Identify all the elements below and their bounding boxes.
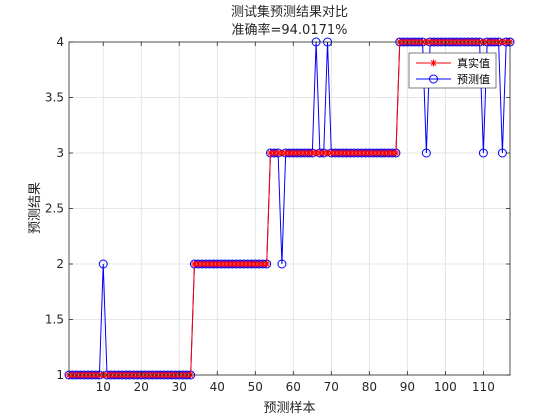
chart-subtitle: 准确率=94.0171% <box>231 22 347 38</box>
x-tick-label: 40 <box>210 380 225 394</box>
data-point-true <box>346 149 354 157</box>
data-point-true <box>255 260 263 268</box>
y-tick-label: 2.5 <box>45 202 64 216</box>
x-tick-label: 70 <box>324 380 339 394</box>
data-point-true <box>316 149 324 157</box>
x-tick-label: 110 <box>472 380 495 394</box>
data-point-true <box>236 260 244 268</box>
data-point-true <box>251 260 259 268</box>
data-point-true <box>305 149 313 157</box>
data-point-true <box>286 149 293 157</box>
y-tick-label: 1 <box>56 368 64 382</box>
data-point-true <box>213 260 221 268</box>
data-point-true <box>362 149 370 157</box>
data-point-pred <box>277 259 287 269</box>
x-tick-label: 20 <box>134 380 149 394</box>
data-point-true <box>343 149 351 157</box>
y-tick-label: 4 <box>56 35 64 49</box>
x-tick-label: 100 <box>434 380 457 394</box>
data-point-true <box>373 149 381 157</box>
x-tick-label: 10 <box>96 380 111 394</box>
data-point-true <box>247 260 255 268</box>
grid <box>69 41 510 376</box>
data-point-true <box>384 149 392 157</box>
data-point-true <box>289 149 297 157</box>
x-axis-label: 预测样本 <box>263 401 315 416</box>
chart-title: 测试集预测结果对比 <box>231 4 348 20</box>
data-point-true <box>354 149 362 157</box>
data-point-pred <box>421 148 431 158</box>
legend-asterisk <box>430 59 437 67</box>
data-point-pred <box>478 148 488 158</box>
data-point-true <box>266 149 274 157</box>
data-point-true <box>198 260 206 268</box>
data-point-true <box>274 149 282 157</box>
data-point-true <box>335 149 343 157</box>
data-point-true <box>392 149 400 157</box>
data-point-true <box>324 149 332 157</box>
x-tick-label: 30 <box>172 380 187 394</box>
data-point-true <box>365 149 373 157</box>
data-point-pred <box>98 259 108 269</box>
data-point-true <box>194 260 202 268</box>
data-point-true <box>331 149 339 157</box>
y-tick-label: 3 <box>56 146 64 160</box>
data-point-true <box>320 149 328 157</box>
data-point-true <box>297 149 305 157</box>
data-point-true <box>225 260 233 268</box>
x-tick-label: 80 <box>362 380 377 394</box>
data-point-true <box>278 149 286 157</box>
x-tick-label: 50 <box>248 380 263 394</box>
data-point-true <box>228 260 236 268</box>
x-tick-label: 60 <box>286 380 301 394</box>
legend-marker-true <box>430 59 437 67</box>
y-axis-label: 预测结果 <box>28 182 43 234</box>
legend-box <box>408 52 497 89</box>
y-tick-label: 3.5 <box>45 91 64 105</box>
data-point-true <box>339 149 347 157</box>
data-point-true <box>350 149 358 157</box>
data-point-true <box>270 149 278 157</box>
legend-label-pred: 预测值 <box>457 73 490 86</box>
data-point-true <box>381 149 389 157</box>
data-point-true <box>377 149 385 157</box>
data-point-true <box>388 149 396 157</box>
legend: 真实值 预测值 <box>408 52 497 89</box>
tick-labels: 10 20 30 40 50 60 70 80 90 100 110 1 1.5 2 2.5 3 3.5 4 <box>45 35 495 394</box>
ticks <box>69 41 510 376</box>
data-point-true <box>244 260 252 268</box>
data-point-true <box>282 149 290 157</box>
data-point-true <box>240 260 248 268</box>
x-tick-label: 90 <box>400 380 415 394</box>
data-point-true <box>232 260 240 268</box>
legend-marker-pred <box>429 74 438 84</box>
data-point-true <box>190 260 198 268</box>
data-point-true <box>209 260 217 268</box>
data-point-true <box>327 149 335 157</box>
data-point-true <box>312 149 320 157</box>
data-point-true <box>358 149 366 157</box>
data-point-true <box>217 260 225 268</box>
data-point-true <box>369 149 377 157</box>
data-point-true <box>308 149 316 157</box>
y-tick-label: 1.5 <box>45 313 64 327</box>
legend-label-true: 真实值 <box>457 56 490 70</box>
data-point-true <box>263 260 271 268</box>
data-point-true <box>301 149 309 157</box>
data-point-true <box>293 149 301 157</box>
data-point-true <box>206 260 214 268</box>
data-point-true <box>202 260 210 268</box>
data-point-true <box>259 260 267 268</box>
y-tick-label: 2 <box>56 257 64 271</box>
data-point-true <box>221 260 229 268</box>
